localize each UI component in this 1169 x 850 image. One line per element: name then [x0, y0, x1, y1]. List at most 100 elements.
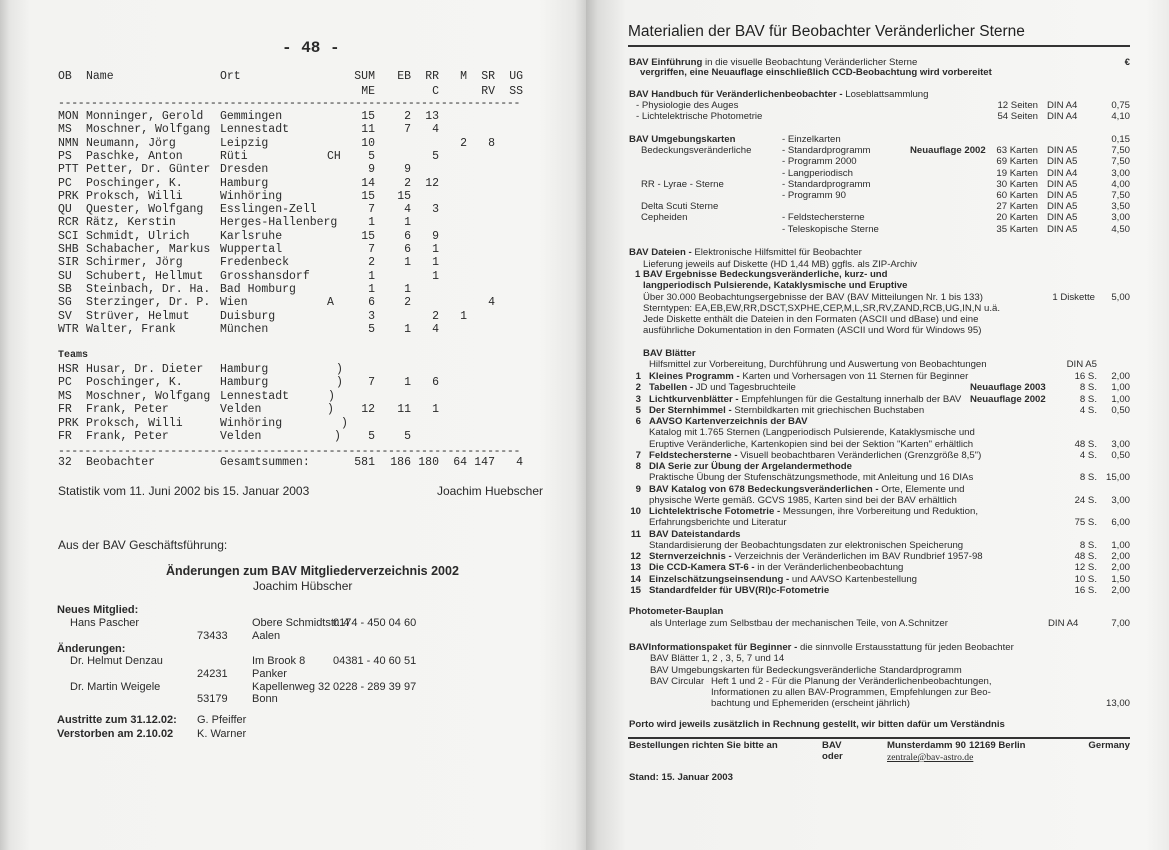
totals-sr: 147	[474, 456, 495, 469]
item-count: 27 Karten	[996, 201, 1038, 213]
currency-header: €	[1124, 57, 1130, 68]
item-label: - Programm 2000	[782, 156, 857, 168]
gf-heading: Aus der BAV Geschäftsführung:	[58, 538, 228, 552]
order-country: Germany	[1088, 740, 1130, 751]
item-pages: 8 S.	[1079, 472, 1097, 484]
totals-sum: 581	[354, 456, 375, 469]
item-price: 2,00	[1111, 584, 1130, 596]
austritte-name: G. Pfeiffer	[197, 714, 247, 726]
item-pages: 48 S.	[1074, 551, 1097, 562]
dateien-line-3: Jede Diskette enthält die Dateien in den…	[643, 314, 979, 325]
team-member-name: Frank, Peter	[86, 430, 169, 443]
observer-location: Esslingen-Zell	[220, 203, 317, 217]
item-desc: physische Werte gemäß. GCVS 1985, Karten…	[649, 494, 957, 506]
item-title: Lichtkurvenblätter -	[649, 393, 742, 405]
item-desc: Erfahrungsberichte und Literatur	[649, 517, 787, 529]
item-label: - Programm 90	[782, 190, 846, 201]
observer-code: SCI	[58, 229, 79, 243]
divider-dashes-bottom: ----------------------------------------…	[58, 446, 521, 458]
blaetter-subtitle: Hilfsmittel zur Vorbereitung, Durchführu…	[649, 359, 987, 370]
item-count: 20 Karten	[996, 212, 1038, 224]
item-count: 30 Karten	[996, 178, 1038, 190]
observer-name: Rätz, Kerstin	[86, 216, 176, 230]
item-format: DIN A4	[1047, 100, 1078, 111]
new-member-phone: 0174 - 450 04 60	[333, 617, 417, 629]
dateien-delivery: Lieferung jeweils auf Diskette (HD 1,44 …	[643, 259, 918, 270]
item-desc: Messungen, ihre Vorbereitung und Redukti…	[782, 506, 979, 517]
observer-location: Duisburg	[220, 309, 276, 323]
change1-name: Dr. Helmut Denzau	[70, 655, 163, 667]
observer-name: Paschke, Anton	[86, 149, 183, 163]
photometer-price: 7,00	[1111, 618, 1130, 629]
observer-sum: 1	[368, 216, 375, 230]
austritte-label: Austritte zum 31.12.02:	[57, 714, 177, 726]
item-note: Neuauflage 2002	[970, 393, 1046, 405]
team-rr: 6	[432, 376, 439, 390]
team-eb: 5	[404, 430, 411, 443]
item-title: Standardfelder für UBV(RI)c-Fotometrie	[649, 584, 830, 596]
ug-group-delta-scuti: Delta Scuti Sterne	[641, 201, 719, 212]
blaetter-title: BAV Blätter	[643, 348, 696, 359]
title-rule	[628, 45, 1130, 47]
observer-location: Wuppertal	[220, 243, 283, 256]
item-count: 60 Karten	[996, 190, 1038, 201]
item-number: 8	[635, 461, 641, 472]
observer-location: Rüti	[220, 149, 248, 163]
observer-name: Steinbach, Dr. Ha.	[86, 282, 211, 296]
item-label: - Einzelkarten	[782, 134, 841, 145]
observer-location: Bad Homburg	[220, 282, 296, 296]
header-sr: SR	[481, 70, 495, 83]
item-text: BAV Dateistandards	[649, 528, 741, 540]
item-price: 15,00	[1105, 472, 1130, 484]
item-title: BAV Dateistandards	[649, 528, 741, 540]
item-text: Standardfelder für UBV(RI)c-Fotometrie	[649, 584, 830, 596]
observer-rr: 1	[432, 243, 439, 256]
observer-sum: 11	[361, 123, 375, 137]
order-email-link[interactable]: zentrale@bav-astro.de	[887, 752, 974, 763]
observer-sum: 15	[361, 189, 375, 203]
header-rr: RR	[425, 70, 439, 83]
observer-rr: 5	[432, 149, 439, 163]
item-label: - Standardprogramm	[782, 178, 871, 190]
item-text: Lichtkurvenblätter - Empfehlungen für di…	[649, 393, 961, 405]
observer-location: Dresden	[220, 163, 269, 177]
observer-rr: 1	[432, 269, 439, 283]
infopaket-karten: BAV Umgebungskarten für Bedeckungsveränd…	[650, 665, 962, 676]
item-count: 54 Seiten	[997, 111, 1038, 122]
team-member-code: MS	[58, 389, 72, 403]
observer-name: Schmidt, Ulrich	[86, 229, 190, 243]
change1-zip: 24231	[197, 668, 228, 680]
item-title: AAVSO Kartenverzeichnis der BAV	[649, 416, 808, 427]
observer-eb: 2	[404, 296, 411, 310]
item-title: DIA Serie zur Übung der Argelandermethod…	[649, 461, 852, 472]
item-format: DIN A5	[1047, 145, 1078, 157]
observer-rr: 2	[432, 309, 439, 323]
observer-sum: 5	[368, 322, 375, 336]
observer-location: Hamburg	[220, 176, 269, 190]
observer-rr: 12	[425, 176, 439, 190]
item-title: Lichtelektrische Fotometrie -	[649, 506, 783, 517]
item-desc: Visuell beobachtbaren Veränderlichen (Gr…	[740, 449, 982, 461]
observer-code: PS	[58, 149, 72, 163]
gf-title: Änderungen zum BAV Mitgliederverzeichnis…	[166, 564, 459, 578]
observer-eb: 1	[404, 322, 411, 336]
observer-eb: 2	[404, 176, 411, 190]
item-text: Standardisierung der Beobachtungsdaten z…	[649, 540, 963, 551]
item-number: 14	[630, 573, 641, 585]
statistik-author: Joachim Huebscher	[436, 484, 543, 498]
observer-location: Fredenbeck	[220, 256, 290, 270]
infopaket-circular-label: BAV Circular	[650, 676, 705, 687]
observer-location: München	[220, 322, 269, 336]
change2-city: Bonn	[252, 693, 278, 705]
dateien-desc: Elektronische Hilfsmittel für Beobachter	[694, 247, 862, 258]
new-member-zip: 73433	[197, 630, 228, 642]
order-label: Bestellungen richten Sie bitte an	[629, 740, 778, 751]
item-text: Der Sternhimmel - Sternbildkarten mit gr…	[649, 405, 924, 416]
order-street: Munsterdamm 90	[887, 740, 966, 751]
observer-name: Proksch, Willi	[86, 189, 183, 203]
item-pages: 75 S.	[1074, 517, 1097, 529]
team-bracket: )	[341, 416, 348, 430]
handbuch-line: BAV Handbuch für Veränderlichenbeobachte…	[629, 90, 928, 100]
item-count: 19 Karten	[996, 167, 1038, 179]
change2-zip: 53179	[197, 693, 228, 705]
